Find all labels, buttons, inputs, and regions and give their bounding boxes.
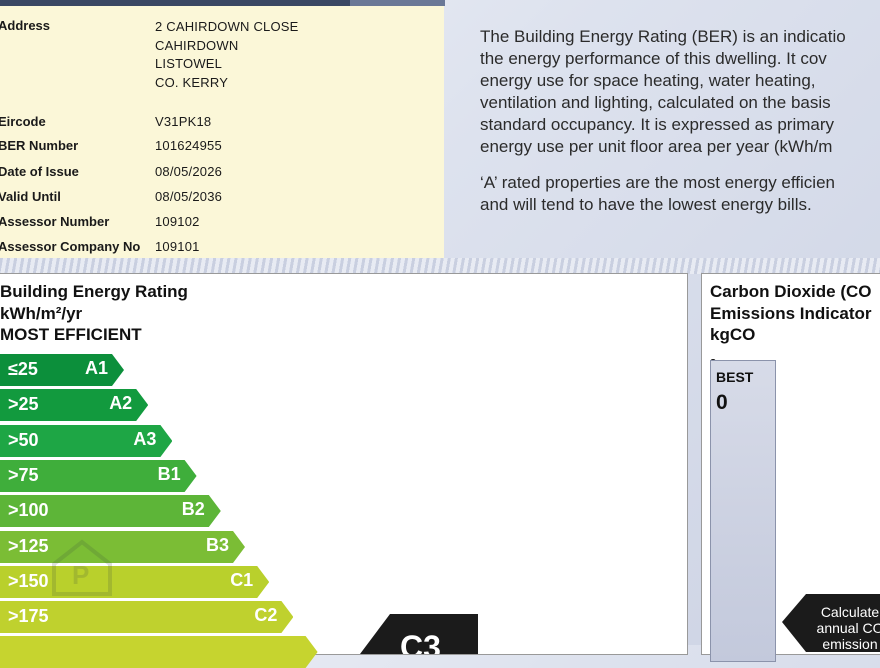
- valid-until-label: Valid Until: [0, 189, 61, 204]
- band-arrow-shape: [0, 601, 294, 634]
- address-line: 2 CAHIRDOWN CLOSE: [155, 19, 299, 34]
- ber-description: The Building Energy Rating (BER) is an i…: [480, 26, 880, 230]
- band-label: C1: [230, 569, 254, 590]
- co2-calc-line: emission: [822, 636, 878, 652]
- rating-unit: kWh/m²/yr: [0, 303, 83, 323]
- svg-text:P: P: [72, 560, 89, 590]
- band-range: >25: [8, 394, 39, 415]
- description-line: standard occupancy. It is expressed as p…: [480, 115, 835, 134]
- band-range: >125: [8, 535, 49, 556]
- rating-band-a1: ≤25 A1: [0, 354, 124, 386]
- rating-subtitle: MOST EFFICIENT: [0, 325, 142, 344]
- energy-rating-title: Building Energy Rating kWh/m²/yr MOST EF…: [0, 281, 188, 346]
- description-line: energy use for space heating, water heat…: [480, 71, 816, 90]
- valid-until-value: 08/05/2036: [155, 189, 223, 204]
- band-label: A2: [109, 393, 133, 414]
- address-line: CO. KERRY: [155, 74, 229, 90]
- band-range: >100: [8, 500, 49, 521]
- description-line: ‘A’ rated properties are the most energy…: [480, 173, 835, 192]
- band-arrow-shape: [0, 636, 318, 668]
- rating-band-a3: >50 A3: [0, 424, 173, 457]
- rating-heading: Building Energy Rating: [0, 282, 188, 301]
- rating-band-a2: >25 A2: [0, 389, 149, 422]
- address-line: LISTOWEL: [155, 56, 223, 71]
- svg-text:C3: C3: [400, 629, 441, 654]
- house-watermark-icon: P: [52, 539, 112, 596]
- eircode-label: Eircode: [0, 114, 46, 129]
- address-label: Address: [0, 18, 51, 33]
- description-line: the energy performance of this dwelling.…: [480, 49, 827, 68]
- ber-number-value: 101624955: [155, 138, 222, 153]
- rating-band-b1: >75 B1: [0, 459, 197, 492]
- band-label: B1: [157, 463, 181, 484]
- band-range: ≤25: [8, 359, 38, 379]
- band-label: A3: [133, 428, 157, 449]
- band-arrow-shape: [0, 424, 173, 457]
- band-arrow-shape: [0, 354, 124, 386]
- rating-band-c1: >150 C1: [0, 565, 270, 598]
- eircode-value: V31PK18: [155, 114, 212, 129]
- band-arrow-shape: [0, 565, 270, 598]
- band-range: >150: [8, 570, 49, 591]
- co2-calc-line: annual CO: [816, 620, 880, 636]
- description-line: and will tend to have the lowest energy …: [480, 195, 812, 214]
- co2-calculated-tag: [782, 594, 880, 652]
- header-bar-accent: [350, 0, 445, 6]
- band-label: A1: [85, 358, 109, 378]
- assessor-number-label: Assessor Number: [0, 214, 110, 229]
- band-arrow-shape: [0, 459, 197, 492]
- band-range: >175: [8, 606, 49, 627]
- band-arrow-shape: [0, 389, 149, 422]
- assessor-number-value: 109102: [155, 214, 200, 229]
- band-label: B3: [206, 534, 230, 555]
- property-details-panel: Address 2 CAHIRDOWN CLOSE CAHIRDOWN LIST…: [0, 6, 444, 258]
- date-of-issue-value: 08/05/2026: [155, 164, 223, 179]
- co2-best-label: BEST: [716, 369, 754, 385]
- band-arrow-shape: [0, 495, 221, 528]
- assessor-company-label: Assessor Company No: [0, 239, 141, 254]
- band-range: >50: [8, 429, 39, 450]
- band-arrow-shape: [0, 530, 245, 563]
- co2-title-line: Emissions Indicator: [710, 303, 872, 323]
- rating-indicator-arrow: C3: [360, 614, 478, 654]
- address-line: CAHIRDOWN: [155, 37, 239, 53]
- description-line: The Building Energy Rating (BER) is an i…: [480, 27, 846, 46]
- assessor-company-value: 109101: [155, 239, 200, 254]
- description-line: ventilation and lighting, calculated on …: [480, 93, 831, 112]
- description-paragraph: ‘A’ rated properties are the most energy…: [480, 172, 880, 216]
- co2-title-line: Carbon Dioxide (CO: [710, 282, 872, 301]
- description-paragraph: The Building Energy Rating (BER) is an i…: [480, 26, 880, 158]
- band-range: >75: [8, 464, 39, 485]
- co2-calc-line: Calculate: [820, 604, 880, 620]
- band-label: B2: [181, 499, 205, 520]
- header-bar: [0, 0, 445, 6]
- co2-best-value: 0: [716, 391, 728, 414]
- co2-scale-bar: [710, 360, 776, 662]
- rating-band-next: [0, 636, 318, 668]
- rating-band-b3: >125 B3: [0, 530, 245, 563]
- ber-number-label: BER Number: [0, 138, 79, 153]
- date-of-issue-label: Date of Issue: [0, 164, 79, 179]
- description-line: energy use per unit floor area per year …: [480, 137, 833, 156]
- decorative-band: [0, 258, 880, 274]
- rating-band-b2: >100 B2: [0, 495, 221, 528]
- rating-band-c2: >175 C2: [0, 601, 294, 634]
- address-value: 2 CAHIRDOWN CLOSE CAHIRDOWN LISTOWEL CO.…: [155, 18, 299, 92]
- band-label: C2: [254, 605, 278, 626]
